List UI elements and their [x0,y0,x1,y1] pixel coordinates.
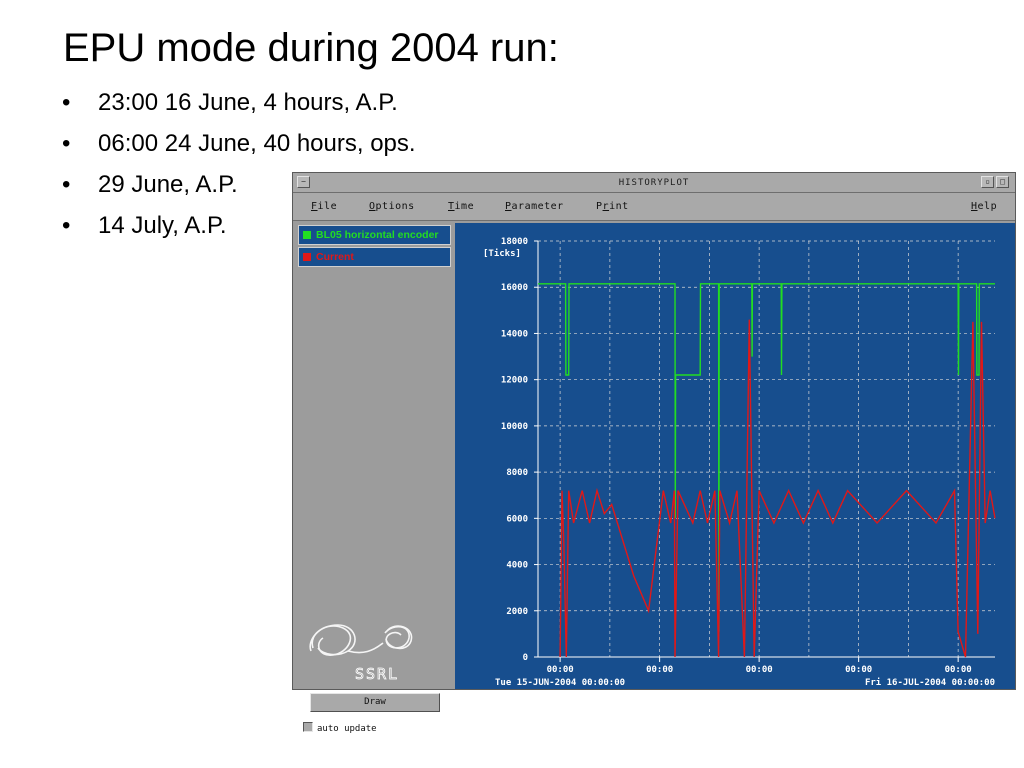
menu-time-mnemonic: T [448,201,455,212]
y-tick-label: 4000 [506,561,528,571]
bullet-dot: • [62,171,71,198]
x-tick-label: 00:00 [547,665,574,675]
menu-options-mnemonic: O [369,201,376,212]
menu-file-mnemonic: F [311,201,318,212]
y-tick-label: 10000 [501,422,528,432]
y-tick-label: 8000 [506,468,528,478]
bullet-dot: • [62,130,71,157]
legend-swatch-red [303,253,311,261]
y-tick-label: 6000 [506,514,528,524]
y-axis-label: [Ticks] [483,248,521,259]
ssrl-logo-text: SSRL [355,665,399,683]
menu-time[interactable]: Time [448,201,474,212]
menu-parameter-mnemonic: P [505,201,512,212]
menu-file-rest: ile [317,201,338,212]
bullet-item: • 29 June, A.P. [62,170,416,199]
menu-file[interactable]: File [311,201,337,212]
y-tick-label: 0 [523,653,528,663]
legend-item-current[interactable]: Current [298,247,451,267]
legend-label: Current [316,251,354,263]
auto-update-label: auto update [317,724,377,734]
menu-help-mnemonic: H [971,201,978,212]
bullet-text: 14 July, A.P. [98,212,227,239]
y-tick-label: 18000 [501,237,528,247]
menu-print-first: P [596,201,603,212]
menu-parameter[interactable]: Parameter [505,201,564,212]
slide-title: EPU mode during 2004 run: [63,26,559,70]
menu-options[interactable]: Options [369,201,415,212]
draw-button[interactable]: Draw [310,693,440,712]
bullet-item: • 23:00 16 June, 4 hours, A.P. [62,88,416,117]
left-panel: BL05 horizontal encoder Current SSRL Dra… [298,223,453,734]
x-end-label: Fri 16-JUL-2004 00:00:00 [865,677,995,688]
y-tick-label: 16000 [501,283,528,293]
historyplot-window: HISTORYPLOT − ▫ □ File Options Time Para… [292,172,1016,734]
menu-print-rest: int [609,201,629,212]
x-tick-label: 00:00 [746,665,773,675]
title-bar[interactable]: HISTORYPLOT − ▫ □ [293,173,1015,193]
menu-bar: File Options Time Parameter Print Help [293,193,1015,221]
bullet-list: • 23:00 16 June, 4 hours, A.P. • 06:00 24 … [62,88,416,252]
maximize-icon[interactable]: □ [996,176,1009,188]
menu-time-rest: ime [454,201,475,212]
bullet-text: 29 June, A.P. [98,171,238,198]
legend-item-encoder[interactable]: BL05 horizontal encoder [298,225,451,245]
legend-label: BL05 horizontal encoder [316,229,439,241]
history-chart: 0 2000 4000 6000 8000 10000 12000 14000 16000 180… [483,237,996,688]
series-line-current [559,319,996,658]
x-start-label: Tue 15-JUN-2004 00:00:00 [495,678,625,688]
x-tick-label: 00:00 [945,665,972,675]
plot-area[interactable]: 0 2000 4000 6000 8000 10000 12000 14000 16000 180… [455,223,1015,689]
series-line-encoder [538,283,995,632]
bullet-dot: • [62,212,71,239]
auto-update-toggle[interactable]: auto update [303,720,455,738]
x-tick-label: 00:00 [845,665,872,675]
bullet-item: • 14 July, A.P. [62,211,416,240]
minimize-icon[interactable]: ▫ [981,176,994,188]
y-tick-label: 14000 [501,329,528,339]
menu-parameter-rest: arameter [511,201,564,212]
menu-print-mnemonic: r [602,201,610,212]
bullet-text: 23:00 16 June, 4 hours, A.P. [98,89,398,116]
ssrl-logo: SSRL [309,624,413,683]
bullet-item: • 06:00 24 June, 40 hours, ops. [62,129,416,158]
y-tick-label: 2000 [506,607,528,617]
window-title: HISTORYPLOT [618,178,690,188]
menu-help[interactable]: Help [971,201,997,212]
x-tick-label: 00:00 [646,665,673,675]
bullet-text: 06:00 24 June, 40 hours, ops. [98,130,416,157]
y-tick-label: 12000 [501,376,528,386]
window-menu-icon[interactable]: − [297,176,310,188]
legend-swatch-green [303,231,311,239]
menu-print[interactable]: Print [596,201,629,212]
auto-update-checkbox[interactable] [303,722,313,732]
bullet-dot: • [62,89,71,116]
menu-options-rest: ptions [375,201,415,212]
menu-help-rest: elp [977,201,998,212]
